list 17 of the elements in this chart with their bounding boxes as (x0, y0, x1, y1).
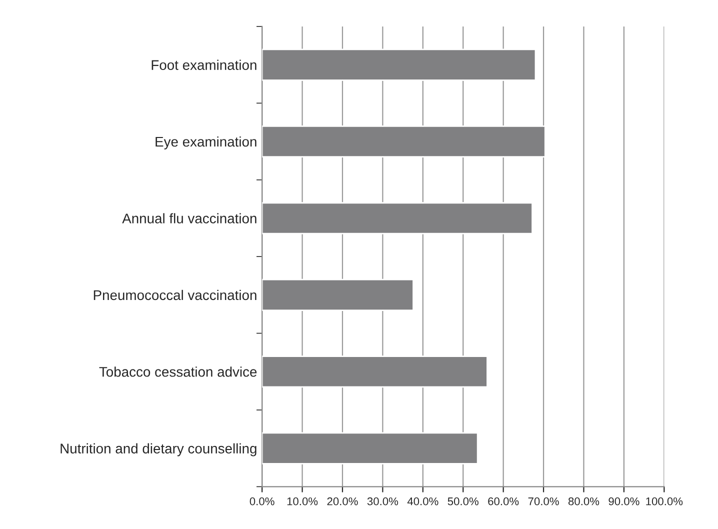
y-tick-label: Annual flu vaccination (122, 213, 256, 224)
x-tick-label: 60.0% (488, 497, 519, 506)
x-tick-label: 80.0% (568, 497, 600, 506)
x-tick-label: 40.0% (407, 497, 438, 506)
x-tick-label: 70.0% (528, 497, 559, 506)
x-tick-label: 30.0% (367, 497, 398, 506)
y-tick-label: Pneumococcal vaccination (94, 290, 256, 300)
y-tick-label: Foot examination (152, 60, 256, 70)
x-tick-label: 10.0% (287, 497, 318, 506)
y-tick-label: Nutrition and dietary counselling (60, 443, 256, 456)
x-tick-label: 90.0% (608, 497, 640, 506)
x-tick-label: 0.0% (250, 497, 274, 506)
x-tick-label: 20.0% (327, 497, 358, 506)
x-tick-label: 50.0% (448, 497, 478, 506)
x-tick-label: 100.0% (646, 497, 683, 506)
y-tick-label: Eye examination (156, 136, 256, 150)
y-tick-label: Tobacco cessation advice (99, 366, 257, 377)
